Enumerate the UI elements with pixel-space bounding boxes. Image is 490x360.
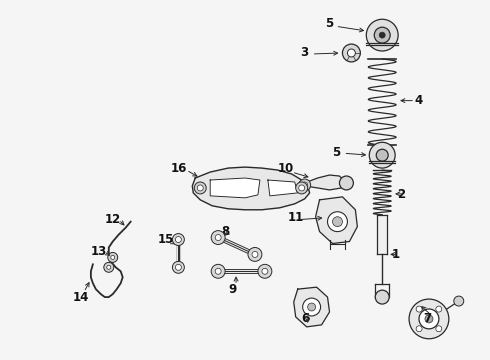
Text: 4: 4 (415, 94, 423, 107)
Circle shape (248, 247, 262, 261)
Circle shape (258, 264, 272, 278)
Text: 7: 7 (423, 312, 431, 325)
Circle shape (379, 32, 385, 38)
Text: 11: 11 (288, 211, 304, 224)
Text: 6: 6 (301, 312, 310, 325)
Text: 16: 16 (170, 162, 187, 175)
Circle shape (327, 212, 347, 231)
Text: 9: 9 (228, 283, 236, 296)
Circle shape (376, 149, 388, 161)
Circle shape (343, 44, 360, 62)
Circle shape (340, 176, 353, 190)
Circle shape (375, 290, 389, 304)
Circle shape (262, 268, 268, 274)
Circle shape (172, 234, 184, 246)
Circle shape (111, 255, 115, 260)
Polygon shape (316, 197, 357, 243)
Polygon shape (268, 180, 298, 196)
Circle shape (172, 261, 184, 273)
Circle shape (211, 231, 225, 244)
Circle shape (436, 306, 442, 312)
Circle shape (107, 265, 111, 269)
Text: 14: 14 (73, 291, 89, 303)
Circle shape (416, 326, 422, 332)
Circle shape (175, 264, 181, 270)
Circle shape (436, 326, 442, 332)
Text: 1: 1 (392, 248, 400, 261)
Text: 13: 13 (91, 245, 107, 258)
Circle shape (347, 49, 355, 57)
Circle shape (419, 309, 439, 329)
Circle shape (299, 179, 311, 191)
Circle shape (303, 298, 320, 316)
Circle shape (104, 262, 114, 272)
Text: 10: 10 (278, 162, 294, 175)
Circle shape (369, 142, 395, 168)
Circle shape (308, 303, 316, 311)
Text: 8: 8 (221, 225, 229, 238)
Text: 3: 3 (300, 46, 309, 59)
Circle shape (295, 182, 308, 194)
Text: 15: 15 (157, 233, 173, 246)
Circle shape (215, 235, 221, 240)
Circle shape (425, 315, 433, 323)
Circle shape (302, 182, 308, 188)
Polygon shape (305, 175, 344, 190)
Circle shape (454, 296, 464, 306)
Polygon shape (192, 167, 310, 210)
Circle shape (215, 268, 221, 274)
Circle shape (409, 299, 449, 339)
Circle shape (367, 19, 398, 51)
Circle shape (175, 237, 181, 243)
Circle shape (195, 182, 206, 194)
Circle shape (197, 185, 203, 191)
Circle shape (374, 27, 390, 43)
Text: 5: 5 (325, 17, 334, 30)
Text: 12: 12 (105, 213, 121, 226)
Text: 5: 5 (332, 146, 341, 159)
Polygon shape (210, 178, 260, 198)
Polygon shape (294, 287, 329, 327)
Circle shape (252, 251, 258, 257)
Circle shape (333, 217, 343, 227)
Text: 2: 2 (397, 188, 405, 201)
Circle shape (299, 185, 305, 191)
Circle shape (416, 306, 422, 312)
Circle shape (108, 252, 118, 262)
Circle shape (211, 264, 225, 278)
